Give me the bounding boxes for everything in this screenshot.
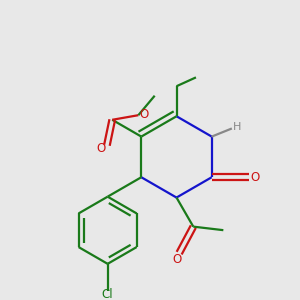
Text: H: H	[233, 122, 241, 132]
Text: O: O	[250, 171, 260, 184]
Text: O: O	[140, 108, 148, 121]
Text: O: O	[96, 142, 105, 154]
Text: Cl: Cl	[102, 288, 113, 300]
Text: O: O	[173, 253, 182, 266]
